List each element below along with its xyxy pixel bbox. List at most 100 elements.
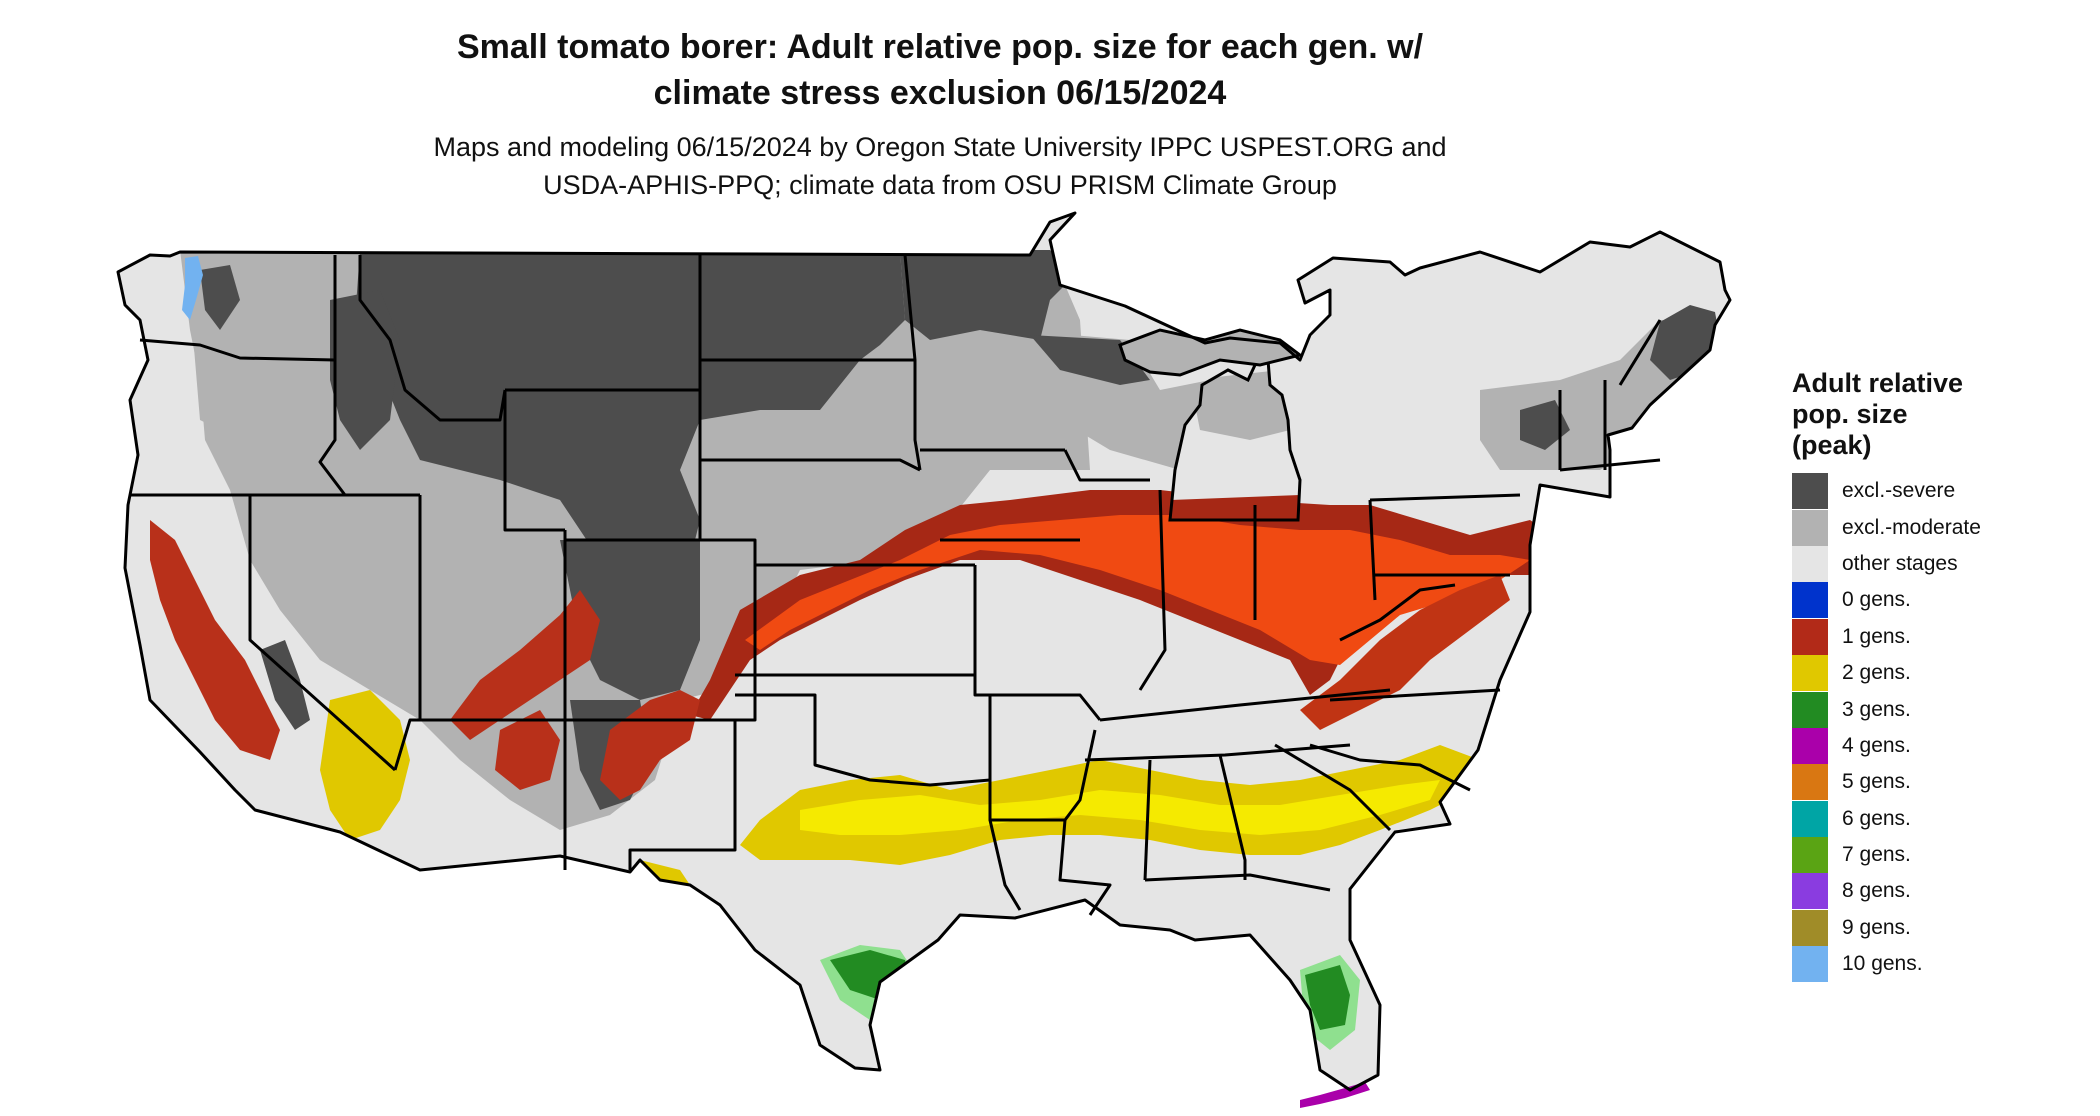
- legend-item: 3 gens.: [1792, 691, 2082, 728]
- kentucky-tennessee-border: [1099, 688, 1391, 722]
- dakota-minnesota-border: [903, 254, 922, 471]
- legend-item: excl.-severe: [1792, 473, 2082, 510]
- map-title-line-2: climate stress exclusion 06/15/2024: [653, 74, 1227, 112]
- tennessee-south-border: [1084, 743, 1351, 762]
- legend-item: 2 gens.: [1792, 655, 2082, 692]
- legend-label: 9 gens.: [1842, 915, 1911, 939]
- legend-item: 4 gens.: [1792, 727, 2082, 764]
- legend-label: 3 gens.: [1842, 697, 1911, 721]
- new-hampshire-maine-border: [1618, 319, 1662, 386]
- legend-item: 5 gens.: [1792, 764, 2082, 801]
- adirondacks-severe: [1520, 400, 1570, 450]
- legend-label: 1 gens.: [1842, 624, 1911, 648]
- michigan-moderate-zone: [1190, 370, 1290, 440]
- legend-swatch: [1792, 655, 1828, 692]
- legend-swatch: [1792, 946, 1828, 983]
- one-gen-california-coast: [150, 520, 280, 760]
- legend-title-line-3: (peak): [1792, 430, 1872, 460]
- alabama-georgia-border: [1218, 754, 1247, 880]
- legend-item: 6 gens.: [1792, 800, 2082, 837]
- legend-label: 10 gens.: [1842, 952, 1923, 976]
- legend-item: 7 gens.: [1792, 837, 2082, 874]
- ohio-pennsylvania-border: [1368, 499, 1377, 601]
- legend-label: 8 gens.: [1842, 879, 1911, 903]
- legend-label: 0 gens.: [1842, 588, 1911, 612]
- map-title-line-1: Small tomato borer: Adult relative pop. …: [456, 28, 1424, 66]
- legend-item: other stages: [1792, 545, 2082, 582]
- legend-swatch: [1792, 727, 1828, 764]
- legend-swatch: [1792, 873, 1828, 910]
- one-gen-southwest-band: [450, 590, 600, 740]
- georgia-carolina-border: [1274, 743, 1392, 832]
- legend: Adult relative pop. size (peak) excl.-se…: [1792, 368, 2082, 983]
- map-title: Small tomato borer: Adult relative pop. …: [180, 24, 1700, 116]
- legend-title-line-2: pop. size: [1792, 399, 1908, 429]
- legend-label: 6 gens.: [1842, 806, 1911, 830]
- northern-rockies-plains-severe: [355, 250, 905, 660]
- legend-swatch: [1792, 691, 1828, 728]
- sierra-nevada-severe: [260, 640, 310, 730]
- legend-label: 4 gens.: [1842, 733, 1911, 757]
- wyoming-utah-border: [503, 390, 565, 532]
- legend-swatch: [1792, 909, 1828, 946]
- legend-swatch: [1792, 837, 1828, 874]
- legend-item: 1 gens.: [1792, 618, 2082, 655]
- idaho-west-border: [318, 255, 347, 496]
- legend-items: excl.-severe excl.-moderate other stages 0 …: [1792, 473, 2082, 983]
- one-gen-new-mexico-band: [600, 690, 700, 800]
- colorado-rockies-severe: [560, 540, 700, 700]
- legend-item: 9 gens.: [1792, 909, 2082, 946]
- legend-label: excl.-severe: [1842, 479, 1956, 503]
- wisconsin-illinois-border: [1063, 449, 1150, 482]
- legend-item: 8 gens.: [1792, 873, 2082, 910]
- illinois-indiana-border: [1138, 489, 1167, 691]
- northwest-moderate-patches: [190, 290, 300, 440]
- legend-label: 5 gens.: [1842, 770, 1911, 794]
- washington-oregon-border: [139, 338, 336, 362]
- legend-swatch: [1792, 545, 1828, 582]
- legend-item: 10 gens.: [1792, 946, 2082, 983]
- legend-label: excl.-moderate: [1842, 515, 1981, 539]
- two-gen-southern-core: [800, 780, 1440, 835]
- idaho-montana-border: [358, 255, 507, 422]
- west-virginia-virginia-border: [1339, 583, 1456, 642]
- new-mexico-east-border: [628, 718, 755, 870]
- nevada-california-border: [248, 495, 397, 772]
- missouri-box: [973, 565, 1102, 721]
- legend-title-line-1: Adult relative: [1792, 368, 1964, 398]
- south-dakota-nebraska-border: [700, 458, 921, 472]
- legend-item: 0 gens.: [1792, 582, 2082, 619]
- map-subtitle: Maps and modeling 06/15/2024 by Oregon S…: [180, 128, 1700, 204]
- legend-swatch: [1792, 618, 1828, 655]
- michigan-one-gen-strip: [1170, 495, 1300, 520]
- map-subtitle-line-2: USDA-APHIS-PPQ; climate data from OSU PR…: [543, 170, 1337, 200]
- legend-label: other stages: [1842, 551, 1958, 575]
- two-gen-arizona-area: [320, 690, 410, 840]
- map-subtitle-line-1: Maps and modeling 06/15/2024 by Oregon S…: [433, 132, 1447, 162]
- minnesota-severe: [900, 250, 1075, 340]
- legend-title: Adult relative pop. size (peak): [1792, 368, 2082, 461]
- north-south-carolina-border: [1309, 743, 1471, 792]
- state-borders: [130, 254, 1662, 916]
- pennsylvania-new-york-border: [1369, 493, 1521, 502]
- legend-swatch: [1792, 764, 1828, 801]
- wyoming-box: [505, 388, 702, 542]
- florida-panhandle-border: [1144, 873, 1331, 892]
- legend-swatch: [1792, 800, 1828, 837]
- mississippi-alabama-border: [1143, 759, 1152, 881]
- three-gen-florida-core: [1305, 965, 1350, 1030]
- puget-sound-ten-gens: [182, 256, 203, 320]
- louisiana-mississippi-border: [1058, 819, 1112, 916]
- legend-swatch: [1792, 509, 1828, 546]
- virginia-north-carolina-border: [1329, 688, 1501, 702]
- oklahoma-panhandle-and-texas-border: [735, 693, 991, 787]
- legend-item: excl.-moderate: [1792, 509, 2082, 546]
- lower-48-region: [118, 213, 1730, 1090]
- one-gen-appalachian-ridge: [1300, 575, 1510, 730]
- one-gen-midwest-core: [745, 515, 1530, 665]
- cascades-severe: [200, 265, 240, 330]
- legend-swatch: [1792, 582, 1828, 619]
- us-outline: [116, 211, 1732, 1092]
- legend-swatch: [1792, 473, 1828, 510]
